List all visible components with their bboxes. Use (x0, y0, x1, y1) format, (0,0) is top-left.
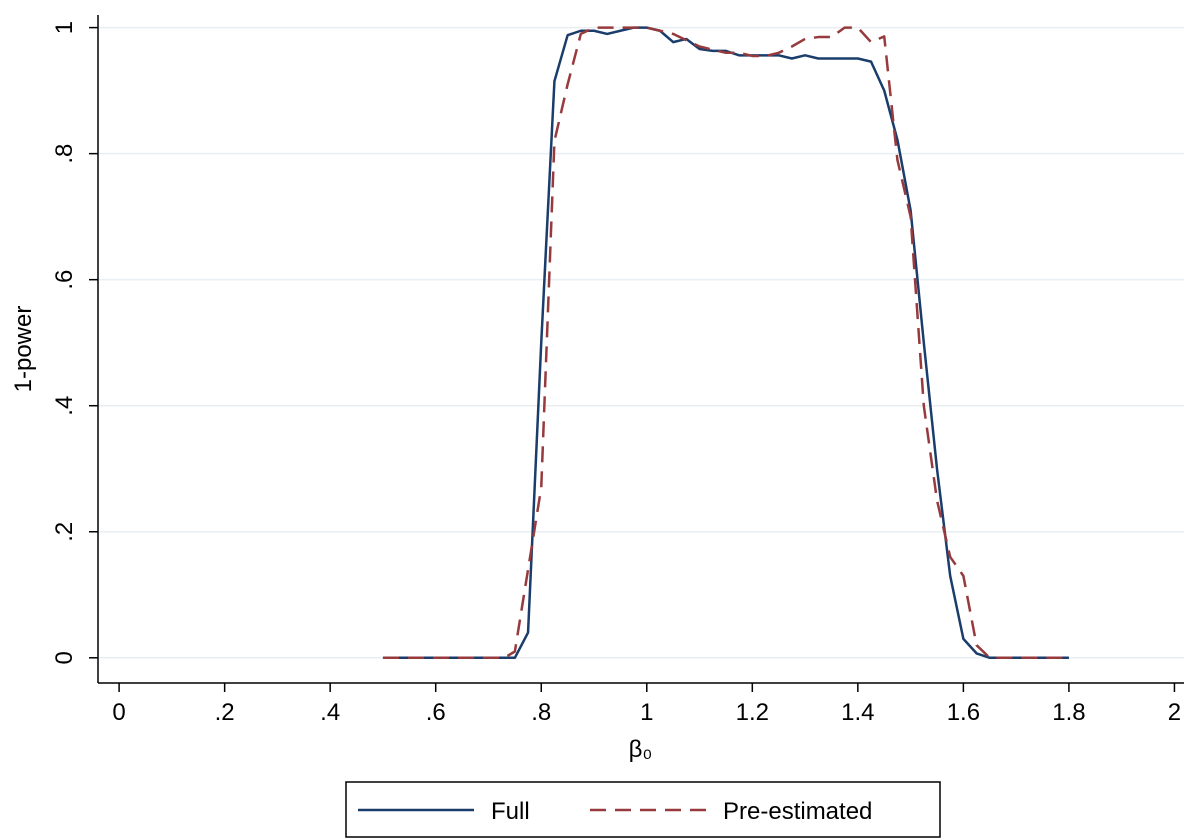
legend-label-pre-estimated: Pre-estimated (723, 798, 872, 825)
x-tick-label: 0 (112, 699, 125, 726)
y-axis-ticks: 0 .2 .4 .6 .8 1 (51, 21, 98, 664)
x-tick-label: 1.8 (1052, 699, 1085, 726)
legend: Full Pre-estimated (345, 781, 941, 838)
y-tick-label: .6 (51, 270, 78, 290)
y-tick-label: 0 (51, 651, 78, 664)
y-tick-label: 1 (51, 21, 78, 34)
series-layer (382, 26, 1069, 660)
y-axis-title: 1-power (10, 306, 37, 393)
x-tick-label: .6 (426, 699, 446, 726)
legend-label-full: Full (491, 798, 530, 825)
x-axis-title: β₀ (629, 736, 653, 763)
x-tick-label: .8 (531, 699, 551, 726)
x-axis-ticks: 0 .2 .4 .6 .8 1 1.2 1.4 1.6 1.8 2 (112, 683, 1181, 726)
x-tick-label: 1.6 (947, 699, 980, 726)
axes (97, 15, 1184, 684)
x-tick-label: 1.4 (841, 699, 874, 726)
y-tick-label: .2 (51, 522, 78, 542)
x-tick-label: .4 (320, 699, 340, 726)
x-tick-label: 1 (640, 699, 653, 726)
x-tick-label: .2 (215, 699, 235, 726)
x-tick-label: 2 (1168, 699, 1181, 726)
y-tick-label: .8 (51, 144, 78, 164)
x-tick-label: 1.2 (736, 699, 769, 726)
y-tick-label: .4 (51, 396, 78, 416)
